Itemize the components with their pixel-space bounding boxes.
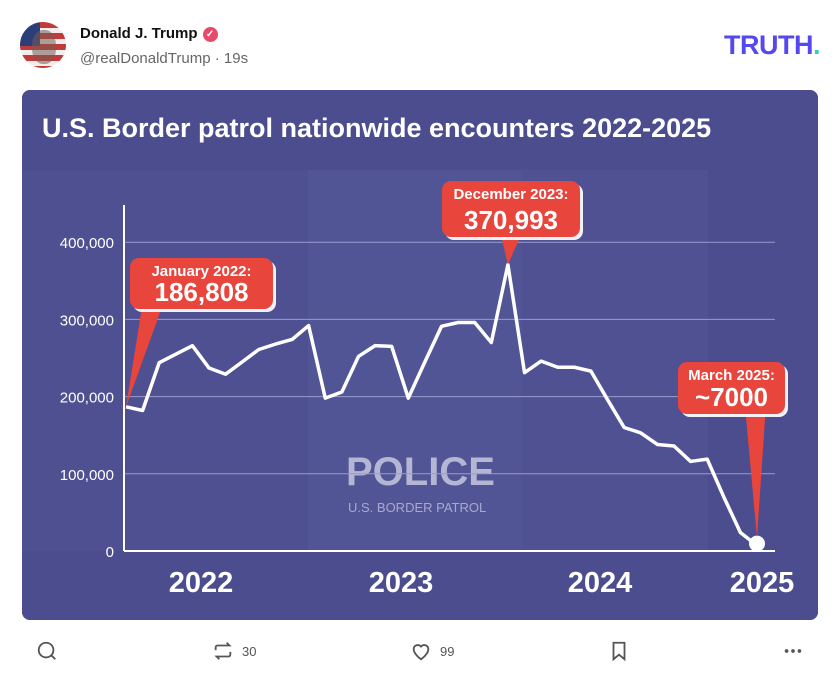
end-point-marker (749, 535, 765, 552)
author-handle-time[interactable]: @realDonaldTrump · 19s (80, 50, 249, 67)
retruth-count: 30 (242, 643, 257, 659)
logo-text: TRUTH (724, 30, 813, 60)
callout-value: 186,808 (155, 277, 249, 307)
y-tick-label: 200,000 (60, 390, 114, 407)
avatar[interactable] (20, 22, 66, 68)
truth-logo[interactable]: TRUTH. (724, 30, 821, 61)
callout: December 2023: 370,993 (442, 181, 583, 265)
photo-border-patrol-text: U.S. BORDER PATROL (348, 500, 486, 515)
retruth-button[interactable]: 30 (212, 640, 256, 662)
y-tick-label: 300,000 (60, 312, 114, 329)
author-name[interactable]: Donald J. Trump (80, 25, 198, 42)
y-tick-label: 100,000 (60, 467, 114, 484)
chart-title: U.S. Border patrol nationwide encounters… (42, 113, 711, 143)
logo-dot: . (812, 30, 821, 60)
more-icon (784, 649, 802, 653)
bookmark-icon (612, 641, 626, 662)
callout-label: January 2022: (151, 263, 251, 280)
callout-value: ~7000 (695, 382, 768, 412)
more-button[interactable] (782, 640, 804, 662)
callout-pointer (501, 235, 521, 265)
callout-value: 370,993 (464, 205, 558, 235)
photo-police-text: POLICE (346, 450, 495, 494)
heart-icon (412, 644, 430, 661)
x-tick-label: 2024 (568, 567, 633, 599)
post-actions: 30 99 (0, 640, 840, 670)
y-tick-label: 0 (106, 544, 114, 561)
callout-box (678, 362, 785, 414)
retruth-icon (214, 642, 232, 660)
comment-icon (37, 641, 56, 660)
chart-image[interactable]: POLICE U.S. BORDER PATROL U.S. Border pa… (22, 90, 818, 620)
callout: January 2022:186,808 (126, 258, 276, 407)
callout-label: December 2023: (453, 186, 568, 203)
callout-pointer (745, 412, 766, 538)
like-button[interactable]: 99 (410, 640, 454, 662)
y-tick-label: 400,000 (60, 235, 114, 252)
bookmark-button[interactable] (608, 640, 630, 662)
callout-box (130, 258, 273, 309)
like-count: 99 (440, 643, 455, 659)
author-name-row[interactable]: Donald J. Trump ✓ (80, 25, 218, 42)
callout: March 2025:~7000 (678, 362, 788, 538)
reply-button[interactable] (36, 640, 58, 662)
line-chart: POLICE U.S. BORDER PATROL U.S. Border pa… (22, 90, 818, 620)
callout-box (442, 181, 580, 237)
x-tick-label: 2025 (730, 567, 795, 599)
callout-label: March 2025: (688, 367, 775, 384)
verified-badge-icon: ✓ (202, 27, 218, 42)
callout-pointer (126, 307, 162, 407)
post-header: Donald J. Trump ✓ @realDonaldTrump · 19s … (20, 22, 821, 70)
x-tick-label: 2022 (169, 567, 234, 599)
x-tick-label: 2023 (369, 567, 434, 599)
